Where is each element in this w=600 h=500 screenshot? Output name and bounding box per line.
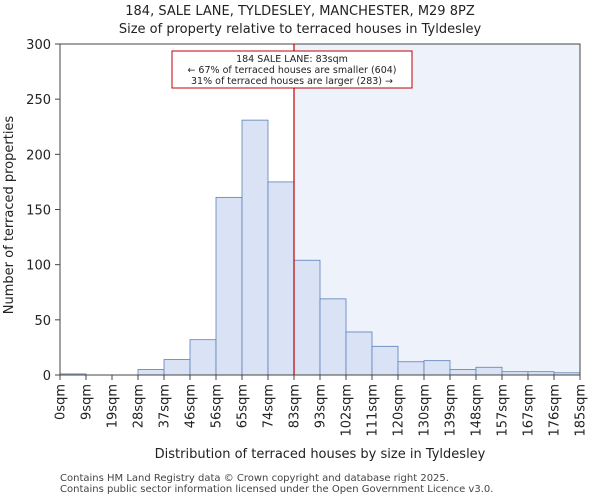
x-tick-label: 176sqm: [548, 384, 563, 437]
x-tick-label: 46sqm: [184, 384, 199, 428]
footer-line-1: Contains HM Land Registry data © Crown c…: [60, 473, 449, 484]
bar-130sqm: [423, 360, 451, 376]
bar-120sqm: [397, 361, 425, 376]
bar-139sqm: [449, 369, 477, 376]
x-tick-label: 28sqm: [132, 384, 147, 428]
footer-line-2: Contains public sector information licen…: [60, 484, 494, 495]
bar-83sqm: [293, 259, 321, 376]
bar-111sqm: [371, 345, 399, 376]
bar-74sqm: [267, 181, 295, 376]
x-tick-label: 111sqm: [366, 384, 381, 437]
x-tick-label: 148sqm: [470, 384, 485, 437]
bar-148sqm: [475, 366, 503, 376]
histogram-chart: 184, SALE LANE, TYLDESLEY, MANCHESTER, M…: [2, 4, 589, 462]
annotation-line-2: ← 67% of terraced houses are smaller (60…: [187, 65, 396, 76]
x-tick-label: 120sqm: [392, 384, 407, 437]
x-tick-label: 56sqm: [210, 384, 225, 428]
bar-93sqm: [319, 298, 347, 376]
x-tick-label: 185sqm: [574, 384, 589, 437]
y-tick-label: 50: [34, 314, 51, 329]
plot-frame: [59, 43, 581, 376]
bar-56sqm: [215, 196, 243, 376]
x-tick-label: 167sqm: [522, 384, 537, 437]
y-tick-label: 300: [26, 38, 51, 53]
annotation-box: [171, 50, 413, 89]
x-tick-label: 37sqm: [158, 384, 173, 428]
annotation-line-3: 31% of terraced houses are larger (283) …: [191, 76, 393, 87]
chart-title: 184, SALE LANE, TYLDESLEY, MANCHESTER, M…: [125, 4, 475, 19]
x-tick-label: 139sqm: [444, 384, 459, 437]
x-tick-label: 157sqm: [496, 384, 511, 437]
x-tick-label: 93sqm: [314, 384, 329, 428]
bar-65sqm: [241, 119, 269, 376]
x-tick-label: 19sqm: [106, 384, 121, 428]
y-tick-label: 150: [26, 204, 51, 219]
y-tick-label: 100: [26, 259, 51, 274]
x-tick-label: 65sqm: [236, 384, 251, 428]
x-axis-label: Distribution of terraced houses by size …: [155, 447, 486, 462]
y-tick-label: 250: [26, 93, 51, 108]
x-tick-label: 0sqm: [54, 384, 69, 420]
x-tick-label: 9sqm: [80, 384, 95, 420]
y-axis-label: Number of terraced properties: [2, 116, 17, 315]
x-tick-label: 102sqm: [340, 384, 355, 437]
bar-28sqm: [137, 369, 165, 376]
bar-102sqm: [345, 331, 373, 376]
x-tick-label: 74sqm: [262, 384, 277, 428]
bar-37sqm: [163, 359, 191, 376]
x-tick-label: 83sqm: [288, 384, 303, 428]
bar-46sqm: [189, 339, 217, 376]
annotation-line-1: 184 SALE LANE: 83sqm: [236, 54, 348, 65]
y-tick-label: 0: [43, 369, 51, 384]
x-tick-label: 130sqm: [418, 384, 433, 437]
y-tick-label: 200: [26, 148, 51, 163]
chart-subtitle: Size of property relative to terraced ho…: [119, 22, 482, 37]
